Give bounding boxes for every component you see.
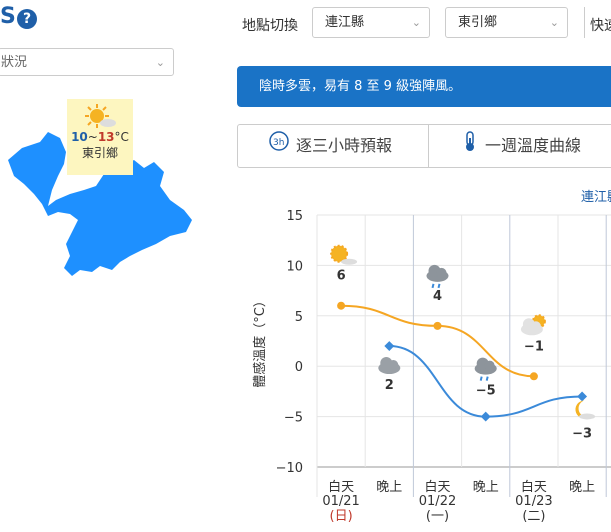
cloud-icon — [378, 357, 401, 375]
sunny-cloud-icon — [85, 104, 116, 128]
tab-3hr-forecast[interactable]: 3h 逐三小時預報 — [237, 124, 429, 168]
island-map[interactable] — [0, 120, 200, 290]
x-weekday-label: (一) — [426, 509, 449, 524]
svg-text:3h: 3h — [273, 138, 284, 148]
weather-type-select-value: 狀況 — [1, 55, 28, 70]
y-tick-label: −5 — [284, 411, 303, 426]
night-point — [480, 411, 491, 422]
day-point — [433, 321, 442, 330]
x-weekday-label: (日) — [330, 509, 353, 524]
data-label: 2 — [385, 378, 394, 393]
x-date-label: 01/22 — [419, 494, 456, 509]
tab-weekly-temperature[interactable]: 一週溫度曲線 — [428, 124, 611, 168]
map-badge-temp: 10~13°C — [71, 130, 129, 144]
data-label: −5 — [476, 384, 496, 399]
chart-county-label: 連江縣 — [581, 190, 611, 205]
moon-cloud-icon — [575, 400, 596, 420]
x-weekday-label: (二) — [522, 509, 545, 524]
sunny-cloud-icon — [330, 244, 358, 265]
county-select[interactable]: 連江縣 ⌄ — [312, 7, 430, 38]
rain-cloud-icon — [426, 264, 449, 289]
y-tick-label: 0 — [295, 360, 303, 375]
day-temperature-line — [341, 304, 534, 378]
forecast-summary-banner: 陰時多雲，易有 8 至 9 級強陣風。 — [237, 66, 611, 107]
chevron-down-icon: ⌄ — [411, 16, 421, 29]
data-label: −1 — [524, 339, 544, 354]
divider — [584, 7, 585, 38]
3h-clock-icon: 3h — [268, 126, 290, 168]
data-label: 6 — [337, 269, 346, 284]
location-switch-label: 地點切換 — [242, 18, 298, 34]
map-badge-name: 東引鄉 — [81, 146, 118, 160]
x-period-label: 晚上 — [376, 480, 402, 495]
thermometer-icon — [461, 126, 479, 168]
y-tick-label: 10 — [286, 259, 303, 274]
x-period-label: 晚上 — [473, 480, 499, 495]
quick-search-label[interactable]: 快速 — [590, 18, 611, 34]
y-tick-label: 15 — [286, 209, 303, 224]
x-period-label: 白天 — [328, 479, 354, 495]
tab-weekly-temperature-label: 一週溫度曲線 — [485, 136, 582, 155]
rain-cloud-icon — [474, 357, 497, 381]
island-shape[interactable] — [8, 132, 192, 276]
x-date-label: 01/21 — [322, 494, 359, 509]
night-point — [577, 391, 588, 402]
help-icon[interactable]: ? — [17, 9, 37, 29]
data-label: −3 — [572, 426, 592, 441]
y-axis-label: 體感溫度（°C） — [252, 294, 268, 388]
x-period-label: 晚上 — [569, 480, 595, 495]
night-point — [384, 341, 395, 351]
x-period-label: 白天 — [521, 479, 547, 495]
night-temperature-line — [389, 345, 583, 418]
township-select[interactable]: 東引鄉 ⌄ — [445, 7, 568, 38]
chevron-down-icon: ⌄ — [155, 56, 165, 69]
x-period-label: 白天 — [424, 479, 450, 495]
data-label: 4 — [433, 289, 442, 304]
day-point — [529, 372, 538, 381]
y-tick-label: −10 — [276, 461, 303, 476]
map-location-badge[interactable]: 10~13°C 東引鄉 — [67, 99, 133, 175]
x-date-label: 01/23 — [515, 494, 552, 509]
chevron-down-icon: ⌄ — [549, 16, 559, 29]
county-select-value: 連江縣 — [325, 15, 365, 30]
weather-type-select[interactable]: 狀況 ⌄ — [0, 48, 174, 76]
day-point — [337, 301, 346, 310]
tab-3hr-forecast-label: 逐三小時預報 — [296, 136, 393, 155]
township-select-value: 東引鄉 — [458, 15, 498, 30]
cloud-sun-icon — [520, 314, 546, 336]
page-title-fragment: S — [0, 4, 16, 29]
y-tick-label: 5 — [295, 310, 303, 325]
